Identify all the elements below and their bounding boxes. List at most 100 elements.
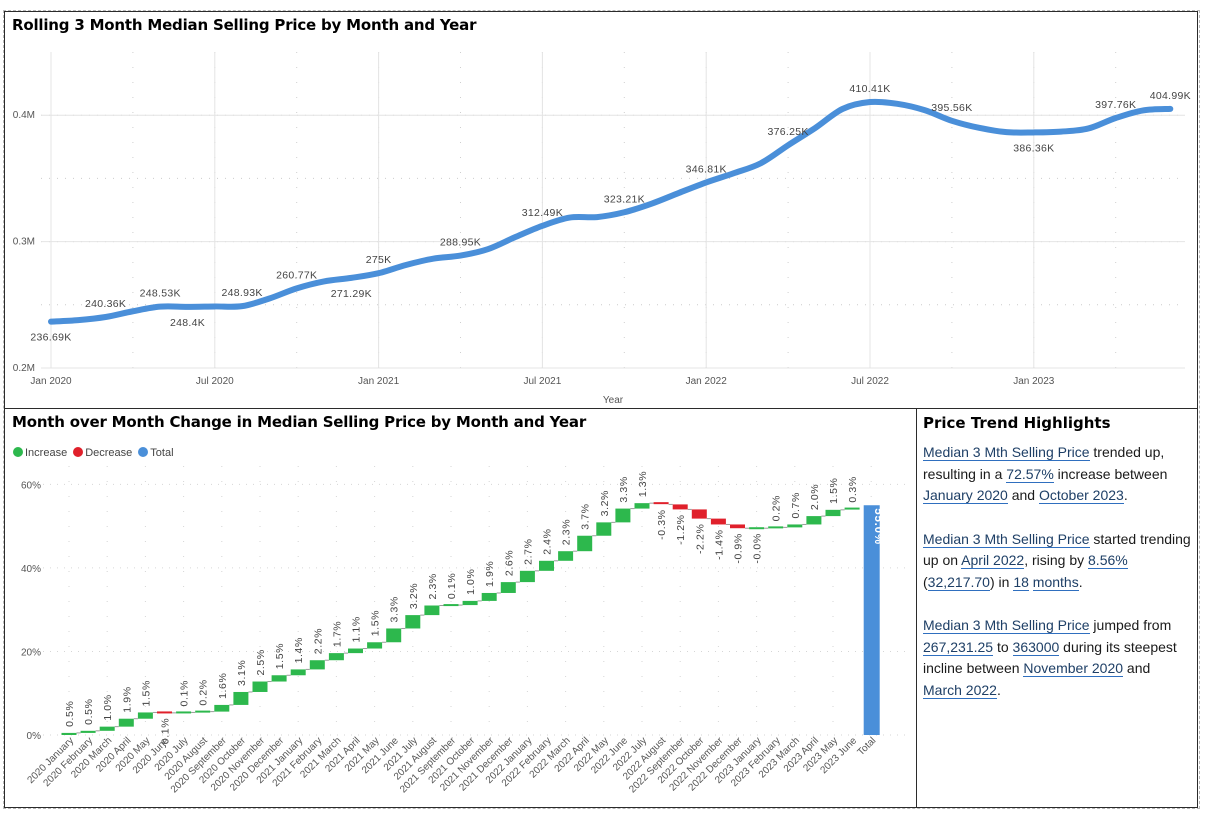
waterfall-bar — [749, 527, 765, 530]
start-value[interactable]: 267,231.25 — [923, 638, 994, 656]
waterfall-bar — [768, 526, 784, 529]
data-label: 410.41K — [849, 83, 890, 95]
waterfall-bar — [863, 505, 880, 735]
data-label: 0.1% — [446, 573, 458, 599]
legend-item-total[interactable]: Total — [138, 447, 174, 459]
waterfall-bar — [615, 508, 631, 523]
text: , rising by — [1024, 552, 1089, 568]
data-label: 0.3% — [847, 476, 859, 502]
waterfall-bar — [672, 504, 688, 510]
data-label: 0.7% — [790, 492, 802, 518]
waterfall-chart-panel[interactable]: Month over Month Change in Median Sellin… — [4, 408, 918, 808]
highlight-paragraph-3: Median 3 Mth Selling Price jumped from 2… — [923, 615, 1191, 701]
start-date[interactable]: November 2020 — [1023, 660, 1124, 677]
measure-name[interactable]: Median 3 Mth Selling Price — [923, 530, 1090, 548]
text: . — [1078, 573, 1083, 590]
waterfall-bar — [252, 681, 268, 692]
data-label: -0.1% — [160, 718, 172, 748]
waterfall-bar — [233, 691, 249, 705]
data-label: 1.0% — [102, 694, 114, 720]
line-chart[interactable]: 0.2M 0.3M 0.4M Jan 2020 Jul 2020 Jan 2021 Jul … — [5, 12, 1197, 409]
waterfall-bar — [405, 615, 421, 629]
text: and — [1123, 660, 1151, 676]
waterfall-bar — [558, 551, 574, 561]
data-label: 397.76K — [1095, 99, 1136, 111]
legend-dot-total — [138, 447, 149, 457]
data-label: 0.1% — [179, 680, 191, 706]
data-label: -1.4% — [713, 529, 725, 559]
absolute-value[interactable]: 32,217.70 — [927, 573, 990, 591]
start-date[interactable]: January 2020 — [923, 487, 1008, 504]
waterfall-bar — [386, 628, 402, 643]
data-label: 0.2% — [771, 495, 783, 521]
highlight-paragraph-1: Median 3 Mth Selling Price trended up, r… — [923, 442, 1191, 507]
data-label: 260.77K — [276, 269, 317, 281]
data-label: 275K — [366, 254, 392, 266]
data-label: 3.2% — [408, 583, 420, 609]
waterfall-legend[interactable]: Increase Decrease Total — [13, 447, 174, 459]
data-label: 1.9% — [484, 561, 496, 587]
measure-name[interactable]: Median 3 Mth Selling Price — [923, 617, 1090, 634]
y-tick-label: 0.2M — [13, 363, 35, 374]
x-tick-label: Jan 2021 — [358, 376, 400, 387]
waterfall-bar — [481, 592, 497, 601]
measure-name[interactable]: Median 3 Mth Selling Price — [923, 444, 1090, 461]
data-label: 2.5% — [255, 649, 267, 675]
y-tick-label: 60% — [21, 480, 41, 491]
waterfall-bar — [80, 730, 96, 733]
highlights-panel: Price Trend Highlights Median 3 Mth Sell… — [916, 408, 1198, 808]
waterfall-bar — [309, 660, 325, 670]
percent-value[interactable]: 72.57% — [1006, 465, 1054, 483]
legend-label-total: Total — [150, 447, 174, 459]
x-tick-label: Total — [856, 735, 879, 758]
data-label: 1.6% — [217, 673, 229, 699]
highlights-title: Price Trend Highlights — [923, 414, 1111, 432]
waterfall-bar — [348, 648, 363, 654]
percent-value[interactable]: 8.56% — [1088, 552, 1128, 569]
duration-unit[interactable]: months — [1032, 573, 1079, 591]
text: . — [996, 681, 1001, 698]
start-date[interactable]: April 2022 — [961, 552, 1025, 569]
end-date[interactable]: March 2022 — [923, 681, 997, 699]
waterfall-bar — [500, 582, 516, 593]
data-label: 2.6% — [503, 550, 515, 576]
x-axis-label: Year — [603, 395, 624, 406]
data-label: 395.56K — [931, 102, 972, 114]
text: to — [993, 638, 1013, 655]
x-tick-label: Jan 2022 — [686, 376, 728, 387]
legend-item-decrease[interactable]: Decrease — [73, 447, 132, 459]
data-label: 3.3% — [389, 596, 401, 622]
text: jumped from — [1089, 617, 1172, 633]
waterfall-bar — [577, 535, 593, 552]
y-tick-label: 0.4M — [13, 110, 35, 121]
data-label: -2.2% — [694, 524, 706, 554]
waterfall-bar — [328, 653, 344, 661]
end-value[interactable]: 363000 — [1012, 638, 1060, 656]
text: . — [1123, 487, 1128, 503]
data-label: 0.5% — [83, 698, 95, 724]
y-tick-label: 0% — [27, 731, 42, 742]
duration-count[interactable]: 18 — [1013, 573, 1029, 591]
data-label: -0.9% — [733, 533, 745, 563]
legend-item-increase[interactable]: Increase — [13, 447, 67, 459]
data-label: 0.2% — [198, 679, 210, 705]
end-date[interactable]: October 2023 — [1038, 487, 1124, 504]
x-tick-label: Jan 2023 — [1013, 376, 1055, 387]
data-label: 248.93K — [221, 287, 262, 299]
waterfall-bar — [710, 518, 726, 525]
line-chart-panel[interactable]: Rolling 3 Month Median Selling Price by … — [4, 11, 1198, 410]
data-label: 404.99K — [1150, 90, 1191, 102]
dashboard-canvas — [3, 10, 1200, 809]
text: during its steepest incline between — [923, 638, 1177, 677]
legend-label-increase: Increase — [25, 447, 68, 459]
data-label: -0.3% — [656, 509, 668, 539]
legend-label-decrease: Decrease — [85, 447, 133, 459]
waterfall-bar — [118, 718, 134, 727]
waterfall-chart-title: Month over Month Change in Median Sellin… — [12, 413, 587, 431]
text: ( — [923, 573, 928, 590]
series-line — [48, 98, 1174, 325]
data-label: 323.21K — [604, 193, 645, 205]
waterfall-bar — [462, 600, 478, 606]
data-label: 2.3% — [561, 519, 573, 545]
